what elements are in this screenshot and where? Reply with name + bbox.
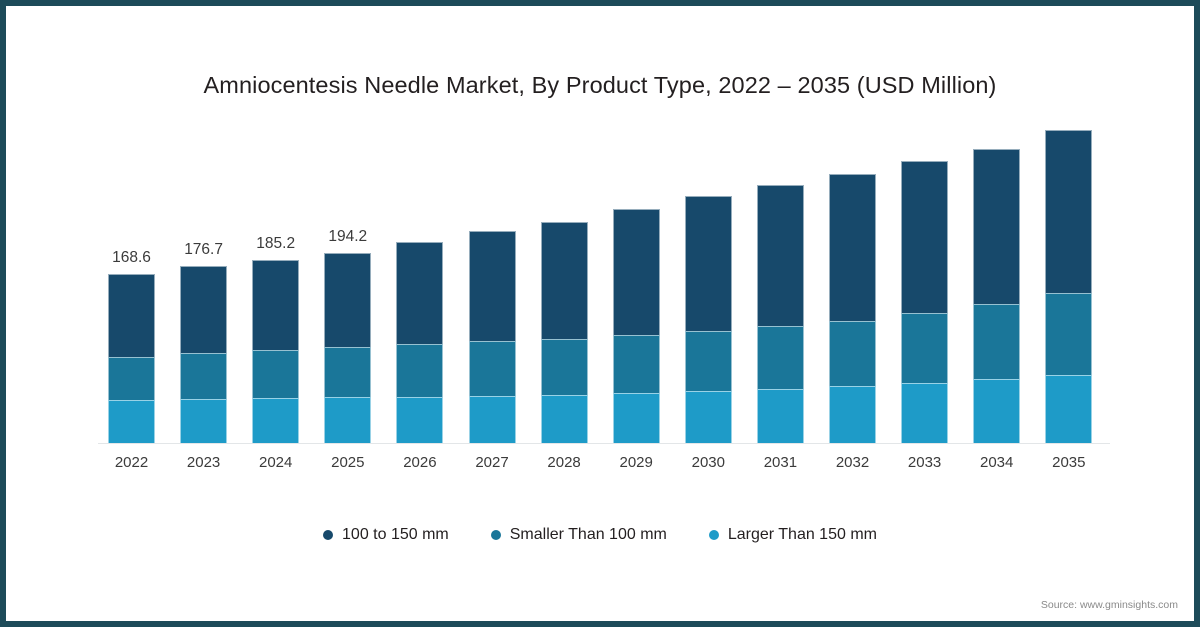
bar-segment xyxy=(108,357,155,400)
bar-segment xyxy=(180,399,228,444)
legend-swatch-icon xyxy=(323,530,334,540)
frame-inner-hairline xyxy=(6,6,1194,9)
bar-segment xyxy=(612,393,660,444)
frame-border-top xyxy=(0,0,1200,6)
bar-column xyxy=(180,266,228,444)
bar-segment xyxy=(468,231,516,341)
x-tick-label: 2035 xyxy=(1052,454,1086,471)
bar-column xyxy=(901,161,949,444)
bar-segment xyxy=(684,196,732,331)
frame-border-bottom xyxy=(0,621,1200,627)
bar-segment xyxy=(108,400,155,444)
x-tick-label: 2022 xyxy=(114,454,149,471)
bar-column xyxy=(756,185,804,444)
legend-label: Larger Than 150 mm xyxy=(727,526,877,543)
x-tick-label: 2030 xyxy=(691,454,725,471)
bar-segment xyxy=(324,347,372,397)
x-tick-label: 2024 xyxy=(259,454,293,471)
source-attribution: Source: www.gminsights.com xyxy=(1040,599,1178,611)
bar-segment xyxy=(901,161,949,313)
bar-column xyxy=(540,222,588,444)
x-tick-label: 2026 xyxy=(403,454,437,471)
bar-segment xyxy=(1045,130,1093,293)
x-tick-label: 2023 xyxy=(186,454,221,471)
bar-segment xyxy=(829,321,876,386)
legend-item[interactable]: Smaller Than 100 mm xyxy=(490,526,667,544)
bar-segment xyxy=(901,313,949,383)
bar-segment xyxy=(1045,293,1093,375)
legend-item[interactable]: 100 to 150 mm xyxy=(323,526,449,544)
x-tick-label: 2034 xyxy=(980,454,1014,471)
frame-border-left xyxy=(0,0,6,627)
legend-swatch-icon xyxy=(708,530,719,540)
x-tick-label: 2028 xyxy=(547,454,581,471)
bar-segment xyxy=(973,379,1021,444)
bar-segment xyxy=(540,222,588,339)
x-axis-line xyxy=(98,443,1110,444)
bar-segment xyxy=(468,341,516,396)
bar-segment xyxy=(108,274,155,357)
bar-segment xyxy=(396,344,444,397)
bar-segment xyxy=(973,304,1021,379)
bar-segment xyxy=(180,353,228,399)
x-tick-label: 2033 xyxy=(907,454,942,471)
bar-value-label: 176.7 xyxy=(184,241,223,258)
bar-segment xyxy=(396,397,444,444)
bar-segment xyxy=(324,397,372,444)
bar-column xyxy=(684,196,732,444)
bar-segment xyxy=(973,149,1021,304)
bar-segment xyxy=(180,266,228,353)
bar-column xyxy=(973,149,1021,444)
chart-legend: 100 to 150 mm Smaller Than 100 mm Larger T… xyxy=(0,526,1200,544)
bar-column xyxy=(252,260,300,444)
bar-segment xyxy=(756,326,804,389)
bar-segment xyxy=(468,396,516,444)
bar-segment xyxy=(324,253,372,347)
bar-segment xyxy=(612,209,660,335)
bar-column xyxy=(108,274,155,444)
bar-column xyxy=(829,174,876,444)
frame-border-right xyxy=(1194,0,1200,627)
bar-value-label: 194.2 xyxy=(328,228,368,245)
bar-segment xyxy=(756,389,804,444)
bar-segment xyxy=(901,383,949,444)
bar-segment xyxy=(252,260,300,350)
bar-segment xyxy=(540,395,588,444)
bar-value-label: 168.6 xyxy=(112,249,151,266)
bar-column xyxy=(324,253,372,444)
bar-segment xyxy=(252,350,300,398)
bar-segment xyxy=(396,242,444,344)
bar-segment xyxy=(829,174,876,321)
bar-segment xyxy=(756,185,804,326)
x-tick-label: 2027 xyxy=(475,454,509,471)
bar-segment xyxy=(829,386,876,444)
bar-segment xyxy=(612,335,660,393)
x-tick-label: 2031 xyxy=(763,454,798,471)
plot-area: 168.6 176.7 185.2 194.2 xyxy=(98,110,1110,444)
bar-segment xyxy=(1045,375,1093,444)
bar-segment xyxy=(252,398,300,444)
bar-column xyxy=(612,209,660,444)
bar-column xyxy=(1045,130,1093,444)
legend-swatch-icon xyxy=(490,530,501,540)
bar-segment xyxy=(684,391,732,444)
x-tick-label: 2029 xyxy=(619,454,653,471)
bar-segment xyxy=(540,339,588,395)
legend-item[interactable]: Larger Than 150 mm xyxy=(708,526,877,544)
legend-label: Smaller Than 100 mm xyxy=(509,526,667,543)
bar-column xyxy=(468,231,516,444)
x-tick-label: 2032 xyxy=(835,454,870,471)
x-tick-label: 2025 xyxy=(331,454,365,471)
bar-value-label: 185.2 xyxy=(256,235,296,252)
bar-column xyxy=(396,242,444,444)
chart-title: Amniocentesis Needle Market, By Product … xyxy=(203,72,997,98)
legend-label: 100 to 150 mm xyxy=(342,526,449,543)
bar-segment xyxy=(684,331,732,391)
